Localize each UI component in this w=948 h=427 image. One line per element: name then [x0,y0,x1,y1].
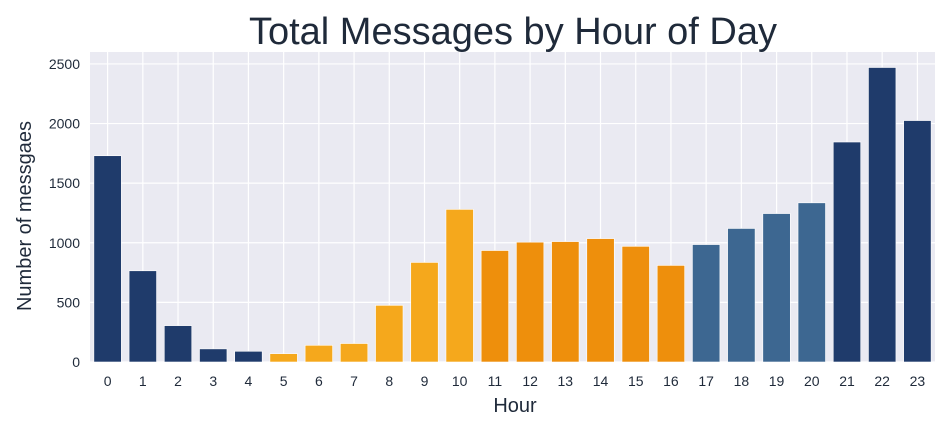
x-tick-label: 6 [315,373,323,389]
x-tick-label: 5 [280,373,288,389]
bar-hour-16 [656,265,685,363]
y-axis-label: Number of messgaes [14,121,36,311]
x-tick-label: 4 [245,373,253,389]
x-tick-label: 17 [698,373,714,389]
bar-hour-19 [762,213,791,363]
x-axis-label: Hour [493,395,537,417]
bar-hour-9 [410,262,439,363]
bar-hour-1 [128,270,157,363]
x-tick-label: 12 [522,373,538,389]
x-tick-label: 22 [874,373,890,389]
x-tick-label: 9 [421,373,429,389]
y-tick-label: 2000 [49,116,80,132]
bar-hour-17 [692,244,721,363]
bar-hour-21 [832,141,862,363]
bar-hour-23 [903,120,932,363]
x-tick-label: 0 [104,373,112,389]
x-tick-label: 23 [910,373,926,389]
bar-hour-2 [163,325,193,363]
bar-hour-22 [868,67,897,363]
bar-hour-4 [234,350,263,363]
x-tick-label: 14 [593,373,609,389]
plot-area [90,52,935,362]
x-axis-ticks: 0 1 2 3 4 5 6 7 8 9 10 11 12 13 14 15 16 17 18 19 20 21 22 23 [104,373,926,389]
x-tick-label: 15 [628,373,644,389]
x-tick-label: 10 [452,373,468,389]
bar-hour-3 [199,348,228,363]
bar-hour-11 [480,250,509,363]
bar-hour-0 [93,155,122,363]
y-tick-label: 1000 [49,235,80,251]
x-tick-label: 2 [174,373,182,389]
x-tick-label: 3 [209,373,217,389]
bar-hour-10 [445,209,474,363]
bar-hour-6 [304,345,333,363]
x-tick-label: 19 [769,373,785,389]
bar-hour-14 [586,238,615,363]
chart-title: Total Messages by Hour of Day [249,11,777,53]
bar-hour-20 [797,202,826,363]
x-tick-label: 21 [839,373,855,389]
bar-hour-13 [551,241,580,363]
bar-hour-5 [269,353,298,363]
bars [93,67,932,363]
y-tick-label: 0 [72,354,80,370]
x-tick-label: 18 [734,373,750,389]
bar-hour-18 [727,228,756,363]
bar-hour-12 [516,241,545,363]
x-tick-label: 11 [488,373,503,389]
y-tick-label: 500 [57,294,81,310]
bar-hour-15 [621,246,650,363]
x-tick-label: 1 [139,373,147,389]
x-tick-label: 20 [804,373,820,389]
x-tick-label: 7 [350,373,358,389]
x-tick-label: 8 [385,373,393,389]
x-tick-label: 16 [663,373,679,389]
bar-hour-7 [340,343,369,363]
y-tick-label: 1500 [49,175,80,191]
y-tick-label: 2500 [49,56,80,72]
y-axis-ticks: 0 500 1000 1500 2000 2500 [49,56,80,370]
x-tick-label: 13 [558,373,574,389]
bar-hour-8 [375,305,404,363]
